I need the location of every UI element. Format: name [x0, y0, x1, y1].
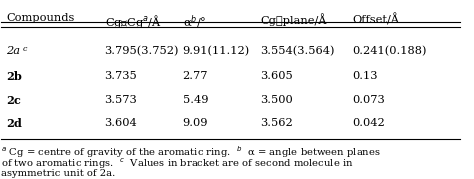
- Text: Offset/Å: Offset/Å: [352, 13, 399, 25]
- Text: 2b: 2b: [6, 71, 22, 82]
- Text: 3.500: 3.500: [261, 95, 293, 105]
- Text: $^a$ Cg = centre of gravity of the aromatic ring.  $^b$  α = angle between plane: $^a$ Cg = centre of gravity of the aroma…: [1, 144, 381, 159]
- Text: Compounds: Compounds: [6, 13, 74, 23]
- Text: 0.042: 0.042: [352, 118, 385, 128]
- Text: 2.77: 2.77: [182, 71, 208, 81]
- Text: 3.795(3.752): 3.795(3.752): [105, 46, 179, 57]
- Text: α$^b$/°: α$^b$/°: [182, 13, 206, 31]
- Text: 0.073: 0.073: [352, 95, 385, 105]
- Text: Cg⋯Cg$^a$/Å: Cg⋯Cg$^a$/Å: [105, 13, 162, 30]
- Text: 2a: 2a: [6, 46, 20, 56]
- Text: 2d: 2d: [6, 118, 22, 129]
- Text: 2c: 2c: [6, 95, 21, 106]
- Text: asymmetric unit of 2a.: asymmetric unit of 2a.: [1, 169, 116, 178]
- Text: c: c: [23, 45, 27, 53]
- Text: 3.604: 3.604: [105, 118, 137, 128]
- Text: 0.13: 0.13: [352, 71, 378, 81]
- Text: 3.735: 3.735: [105, 71, 137, 81]
- Text: of two aromatic rings.  $^c$  Values in bracket are of second molecule in: of two aromatic rings. $^c$ Values in br…: [1, 156, 354, 171]
- Text: 0.241(0.188): 0.241(0.188): [352, 46, 427, 57]
- Text: 3.573: 3.573: [105, 95, 137, 105]
- Text: 9.09: 9.09: [182, 118, 208, 128]
- Text: 3.554(3.564): 3.554(3.564): [261, 46, 335, 57]
- Text: 5.49: 5.49: [182, 95, 208, 105]
- Text: 3.562: 3.562: [261, 118, 293, 128]
- Text: 9.91(11.12): 9.91(11.12): [182, 46, 250, 57]
- Text: 3.605: 3.605: [261, 71, 293, 81]
- Text: Cg⋯plane/Å: Cg⋯plane/Å: [261, 13, 327, 26]
